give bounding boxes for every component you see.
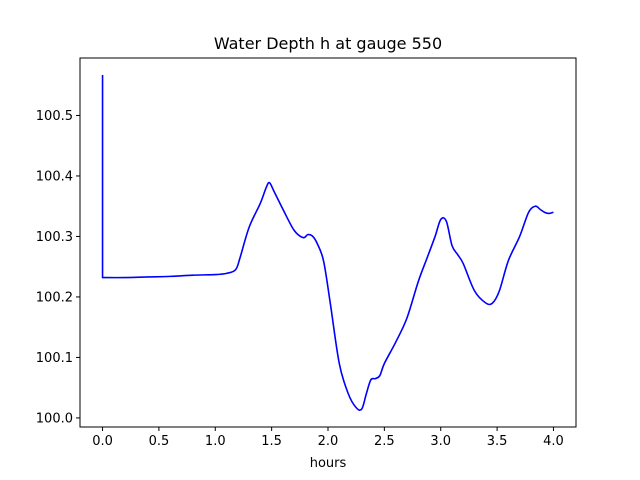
- x-tick-label: 2.5: [374, 434, 395, 449]
- y-tick-label: 100.3: [36, 230, 73, 245]
- x-tick-label: 1.0: [205, 434, 226, 449]
- y-axis: 100.0 100.1 100.2 100.3 100.4 100.5: [36, 109, 80, 426]
- y-tick-label: 100.5: [36, 109, 73, 124]
- series-line: [101, 74, 554, 411]
- y-tick-label: 100.1: [36, 351, 73, 366]
- x-tick-label: 0.0: [92, 434, 113, 449]
- x-axis-label: hours: [310, 456, 347, 471]
- x-tick-label: 1.5: [261, 434, 282, 449]
- x-tick-label: 3.5: [487, 434, 508, 449]
- x-tick-label: 0.5: [149, 434, 170, 449]
- y-tick-label: 100.4: [36, 169, 73, 184]
- x-tick-label: 4.0: [543, 434, 564, 449]
- x-tick-label: 3.0: [430, 434, 451, 449]
- x-tick-label: 2.0: [318, 434, 339, 449]
- y-tick-label: 100.0: [36, 411, 73, 426]
- x-axis: 0.0 0.5 1.0 1.5 2.0 2.5 3.0 3.5 4.0: [92, 427, 564, 449]
- y-tick-label: 100.2: [36, 290, 73, 305]
- plot-area: [101, 74, 554, 411]
- chart-title: Water Depth h at gauge 550: [214, 34, 442, 53]
